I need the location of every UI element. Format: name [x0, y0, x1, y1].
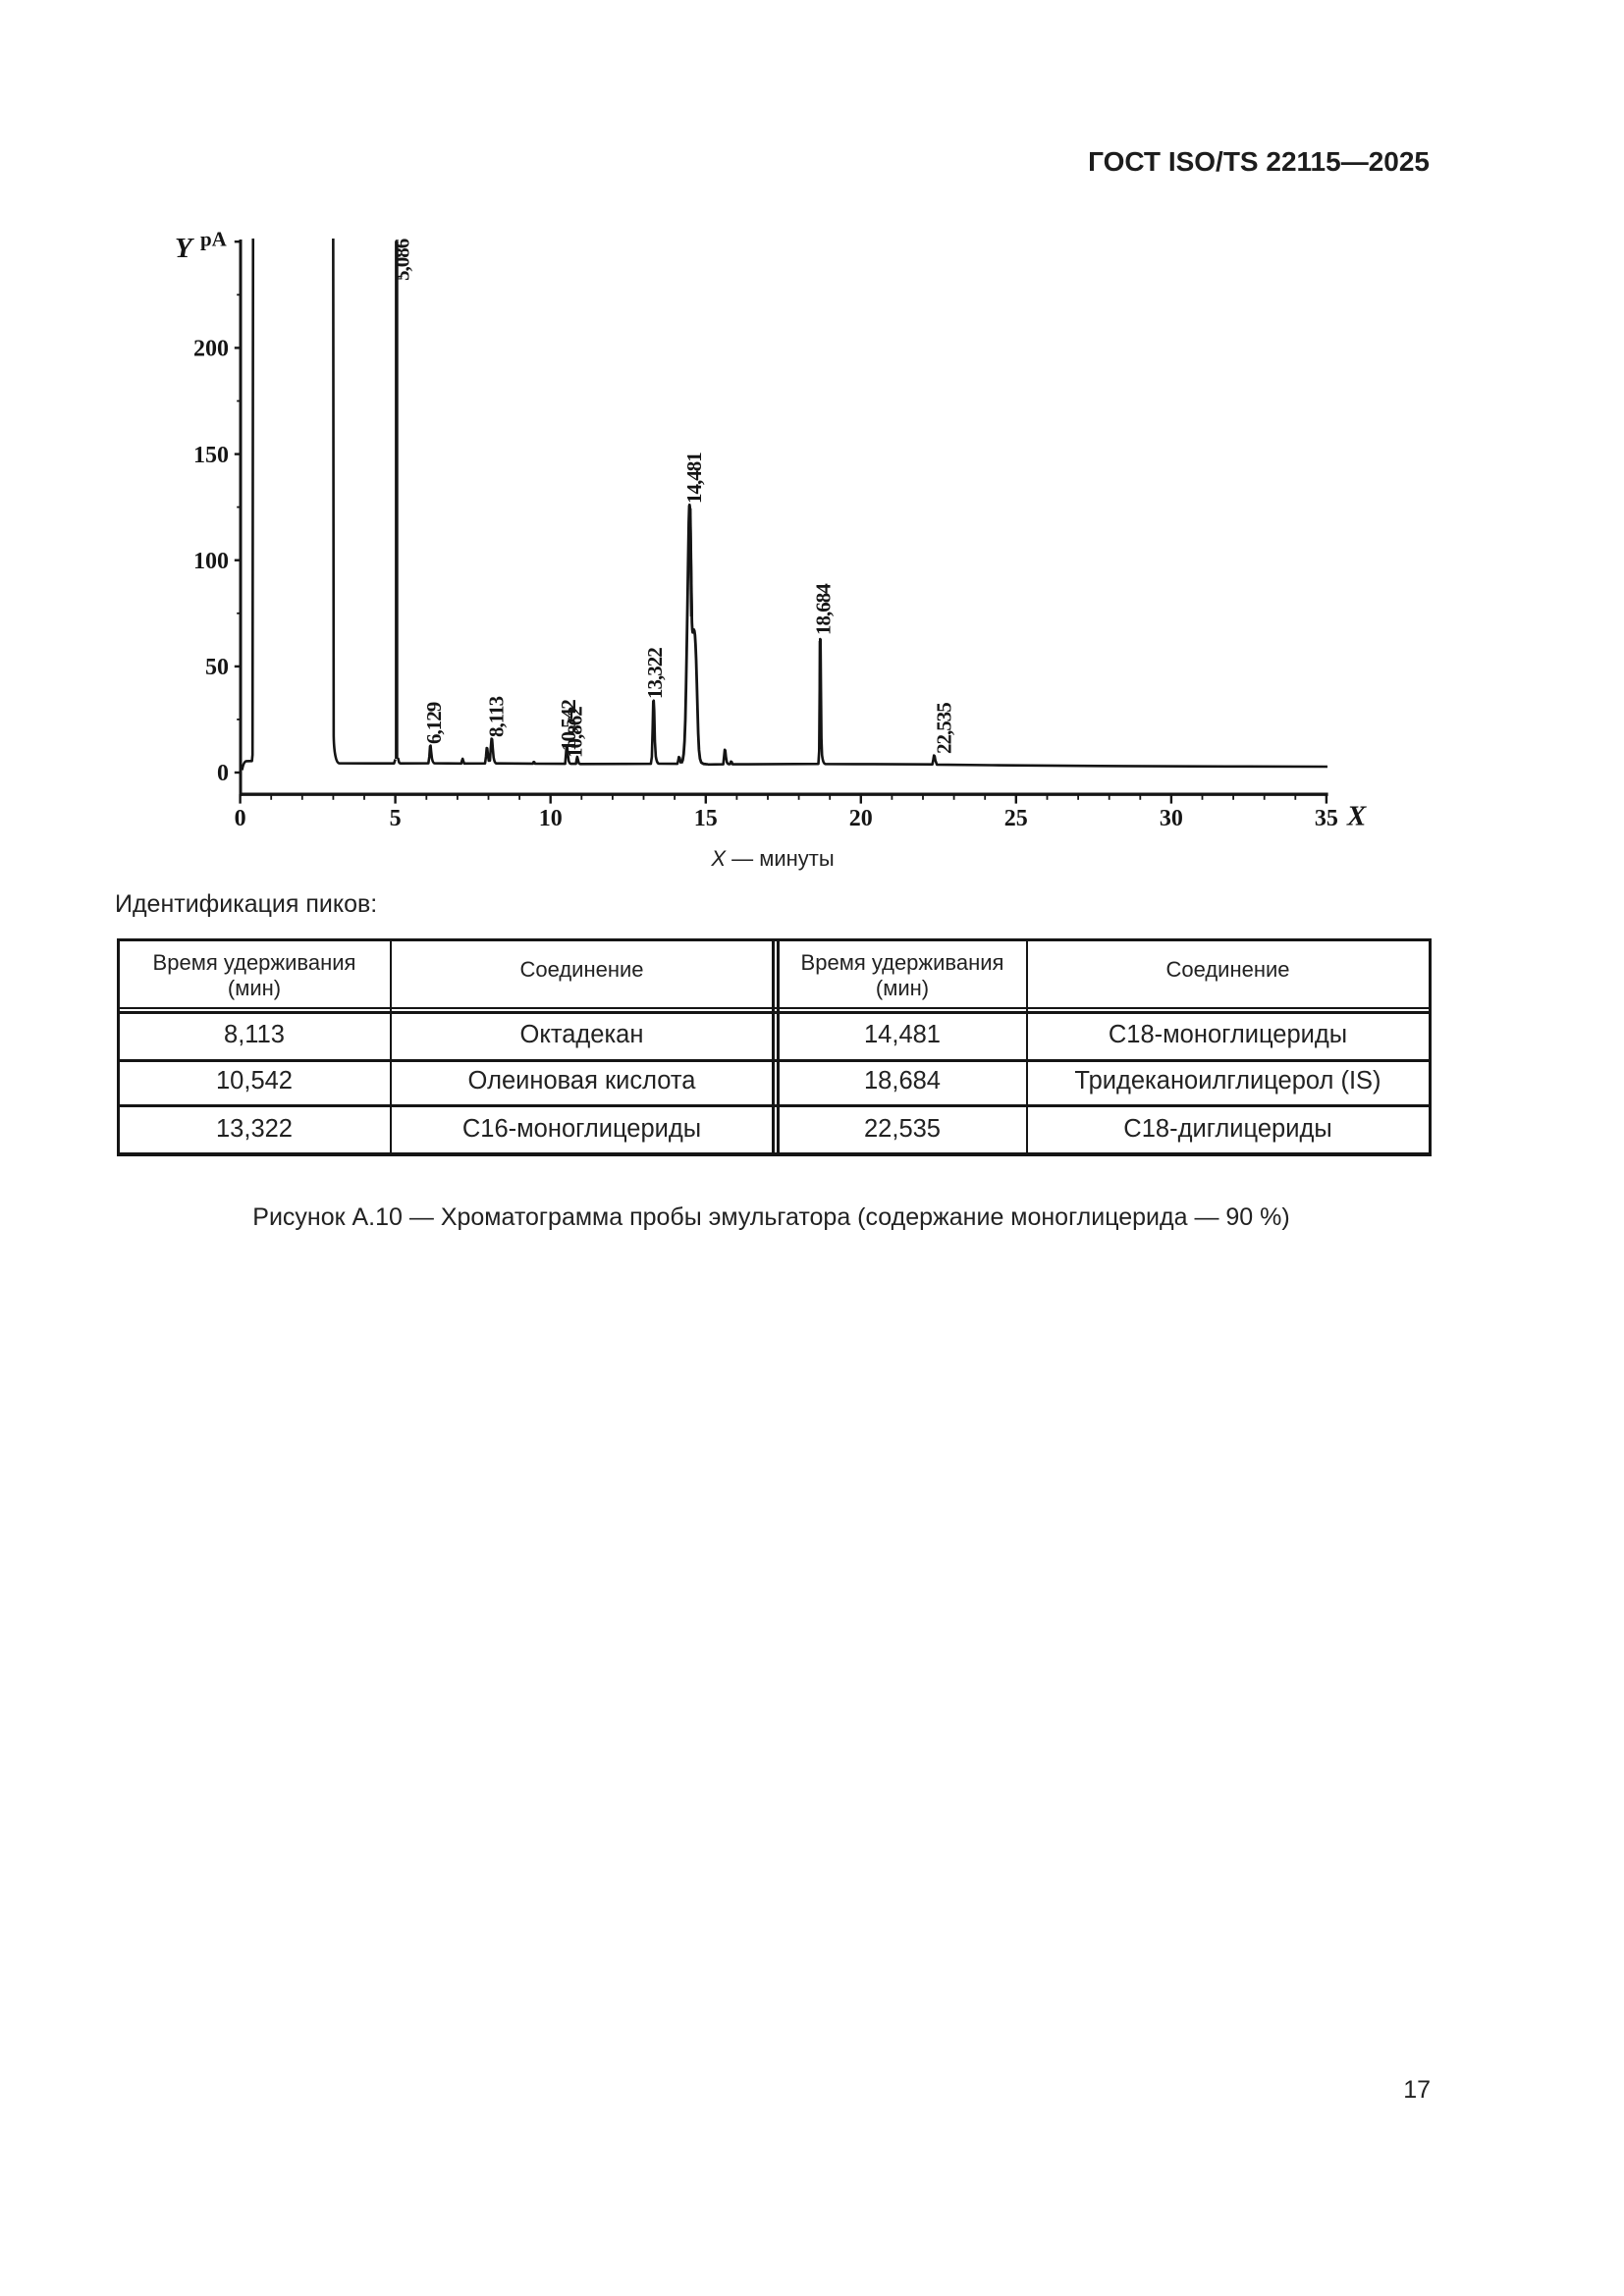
svg-text:6,129: 6,129 [422, 702, 446, 744]
svg-text:15: 15 [694, 806, 718, 831]
svg-text:50: 50 [205, 655, 229, 680]
svg-text:13,322: 13,322 [643, 648, 667, 699]
svg-text:10,862: 10,862 [564, 707, 587, 758]
svg-text:pA: pA [200, 228, 228, 251]
svg-text:5,086: 5,086 [391, 239, 414, 281]
svg-text:20: 20 [849, 806, 873, 831]
svg-text:14,481: 14,481 [682, 453, 706, 504]
svg-text:0: 0 [217, 761, 229, 786]
svg-text:100: 100 [193, 549, 229, 574]
svg-text:X: X [1346, 801, 1367, 832]
svg-text:150: 150 [193, 443, 229, 468]
svg-text:25: 25 [1004, 806, 1028, 831]
svg-text:5: 5 [390, 806, 402, 831]
svg-text:18,684: 18,684 [812, 583, 836, 635]
svg-text:30: 30 [1160, 806, 1183, 831]
svg-text:10,542: 10,542 [557, 700, 580, 751]
svg-text:8,113: 8,113 [485, 696, 509, 737]
svg-text:10: 10 [539, 806, 563, 831]
svg-text:200: 200 [193, 337, 229, 362]
svg-text:0: 0 [235, 806, 246, 831]
svg-text:22,535: 22,535 [933, 703, 956, 754]
svg-text:Y: Y [175, 233, 194, 264]
svg-text:35: 35 [1315, 806, 1338, 831]
